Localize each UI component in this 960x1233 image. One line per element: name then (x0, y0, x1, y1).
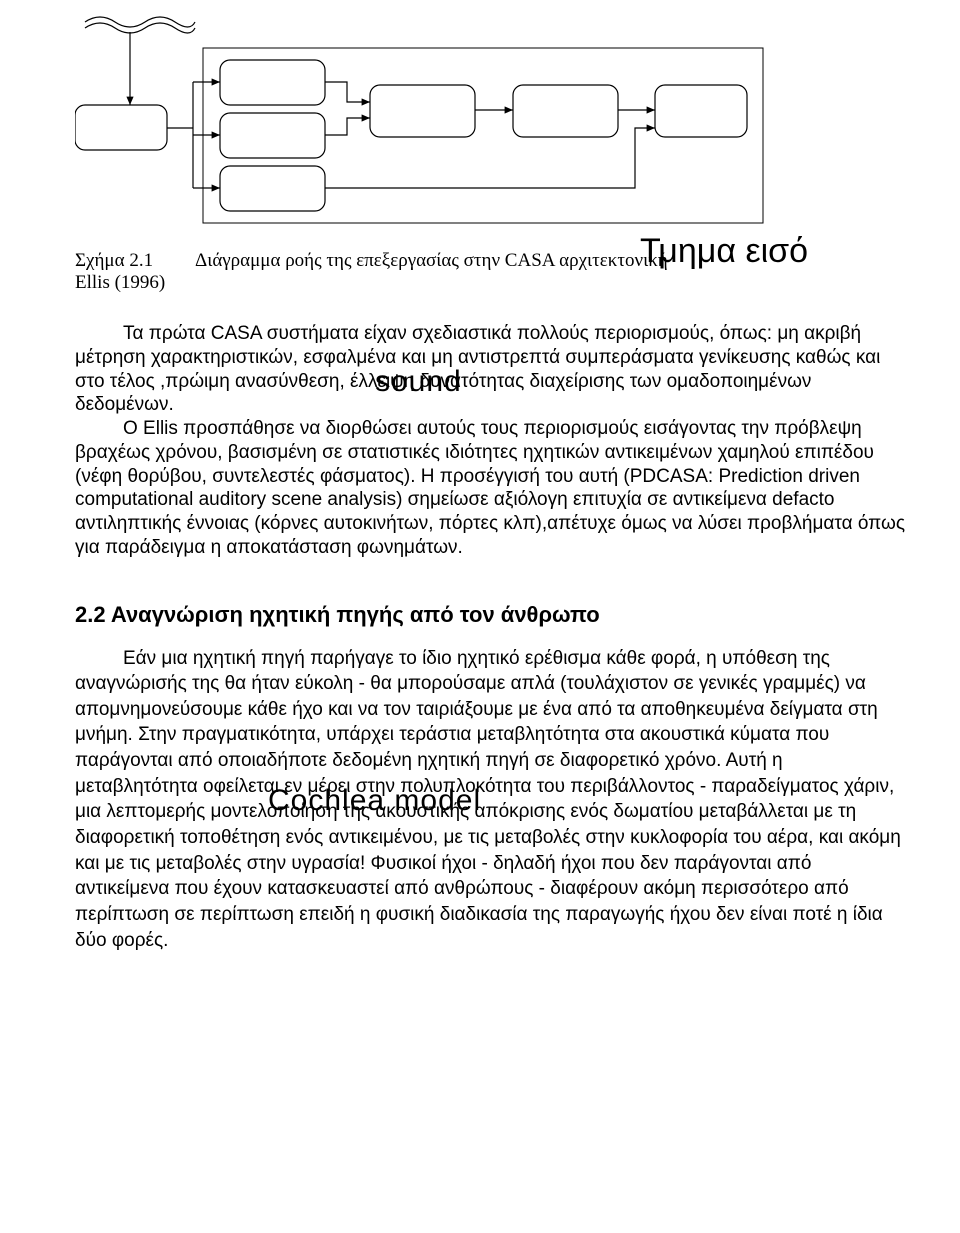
para-2: Εάν μια ηχητική πηγή παρήγαγε το ίδιο ηχ… (75, 646, 910, 954)
flowchart-svg (75, 10, 775, 225)
figure-label: Σχήμα 2.1 (75, 250, 195, 272)
overlay-label-big: Τμημα εισό (640, 232, 808, 271)
flowchart-diagram (75, 10, 910, 220)
figure-source: Ellis (1996) (75, 272, 195, 294)
page: Τμημα εισό Σχήμα 2.1 Ellis (1996) Διάγρα… (0, 0, 960, 1233)
para-1a: Τα πρώτα CASA συστήματα είχαν σχεδιαστικ… (75, 322, 910, 417)
overlay-label-cochlea: Cochlea model (268, 784, 481, 818)
overlay-label-sound: sound (375, 365, 462, 399)
para-1b: Ο Ellis προσπάθησε να διορθώσει αυτούς τ… (75, 417, 910, 560)
paragraph-block-1: Τα πρώτα CASA συστήματα είχαν σχεδιαστικ… (75, 322, 910, 560)
section-2-2-heading: 2.2 Αναγνώριση ηχητική πηγής από τον άνθ… (75, 602, 910, 628)
caption-left: Σχήμα 2.1 Ellis (1996) (75, 250, 195, 294)
paragraph-block-2: Εάν μια ηχητική πηγή παρήγαγε το ίδιο ηχ… (75, 646, 910, 954)
